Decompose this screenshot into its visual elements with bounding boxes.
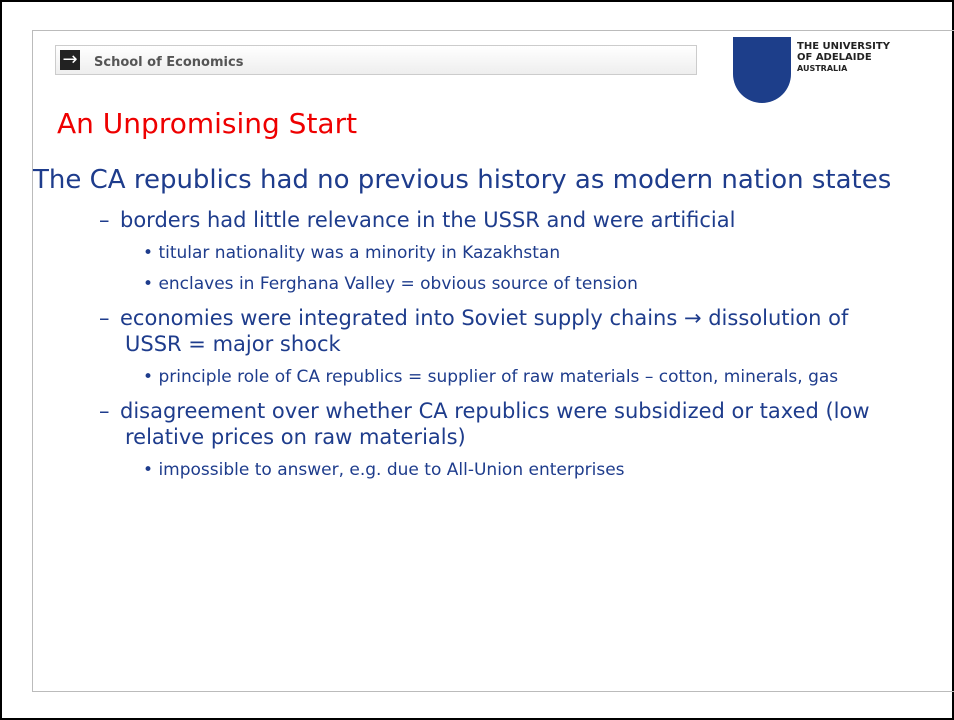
slide: → School of Economics THE UNIVERSITY OF A…	[32, 30, 954, 692]
school-name: School of Economics	[94, 55, 244, 70]
bullet-text: titular nationality was a minority in Ka…	[158, 243, 561, 263]
bullet-text: disagreement over whether CA republics w…	[120, 399, 870, 449]
sub-bullet-item: • enclaves in Ferghana Valley = obvious …	[143, 274, 903, 295]
logo: THE UNIVERSITY OF ADELAIDE AUSTRALIA	[733, 37, 933, 107]
bullet-item: – economies were integrated into Soviet …	[99, 305, 903, 357]
bullet-text: impossible to answer, e.g. due to All-Un…	[158, 460, 625, 480]
bullet-text: borders had little relevance in the USSR…	[120, 208, 736, 232]
bullet-item: – borders had little relevance in the US…	[99, 207, 903, 233]
logo-line: OF ADELAIDE	[797, 52, 872, 63]
heading: The CA republics had no previous history…	[33, 165, 892, 195]
bullet-item: – disagreement over whether CA republics…	[99, 398, 903, 450]
header-bar: → School of Economics	[55, 45, 697, 75]
sub-bullet-item: • titular nationality was a minority in …	[143, 243, 903, 264]
logo-line: THE UNIVERSITY	[797, 41, 890, 52]
bullet: –	[99, 399, 120, 423]
content: The CA republics had no previous history…	[33, 165, 903, 491]
bullet: •	[143, 274, 159, 294]
sub-bullet-item: • impossible to answer, e.g. due to All-…	[143, 460, 903, 481]
bullet: –	[99, 208, 120, 232]
crest	[733, 37, 791, 103]
logo-text: THE UNIVERSITY OF ADELAIDE AUSTRALIA	[797, 41, 890, 74]
bullet-text: enclaves in Ferghana Valley = obvious so…	[158, 274, 638, 294]
bullet: •	[143, 367, 159, 387]
bullet: •	[143, 460, 159, 480]
arrow-icon: →	[60, 50, 80, 70]
bullet: •	[143, 243, 159, 263]
slide-title: An Unpromising Start	[57, 107, 358, 140]
sub-bullet-item: • principle role of CA republics = suppl…	[143, 367, 903, 388]
bullet-text: principle role of CA republics = supplie…	[158, 367, 839, 387]
logo-line: AUSTRALIA	[797, 64, 848, 73]
bullet: –	[99, 306, 120, 330]
bullet-text: economies were integrated into Soviet su…	[120, 306, 849, 356]
